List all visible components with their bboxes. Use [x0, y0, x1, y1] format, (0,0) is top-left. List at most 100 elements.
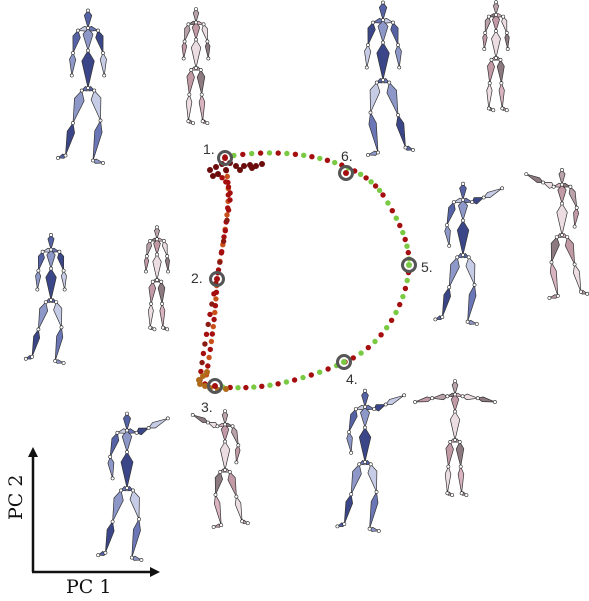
trajectory-dot: [213, 296, 219, 302]
bone: [558, 169, 566, 186]
trajectory-dot: [378, 332, 384, 338]
joint: [381, 18, 385, 22]
trajectory-dot: [227, 190, 233, 196]
bone: [369, 81, 381, 113]
joint: [342, 522, 347, 527]
bone: [147, 418, 169, 429]
joint: [396, 43, 400, 47]
joint: [445, 491, 450, 496]
trajectory-dot: [209, 331, 215, 337]
joint: [500, 186, 505, 191]
bone: [487, 59, 495, 84]
joint: [71, 121, 75, 125]
trajectory-dot: [197, 381, 203, 387]
trajectory-dot: [249, 150, 255, 157]
bone: [136, 427, 150, 436]
bone: [192, 414, 209, 423]
joint: [383, 402, 388, 407]
joint: [223, 422, 227, 427]
joint: [560, 167, 564, 172]
joint: [205, 121, 210, 126]
joint: [357, 462, 362, 467]
joint: [451, 200, 456, 205]
bone: [451, 380, 459, 396]
bone: [491, 30, 501, 59]
pose-figure-pink-1: [181, 7, 211, 126]
bone: [390, 21, 399, 46]
bone: [90, 89, 102, 121]
joint: [155, 237, 159, 242]
joint: [433, 317, 438, 322]
joint: [504, 30, 509, 35]
trajectory-dot: [208, 338, 215, 345]
bone: [221, 410, 229, 426]
keyframe-marker-center-4: [341, 359, 347, 365]
trajectory-dot: [350, 355, 356, 361]
bone: [564, 236, 575, 265]
bone: [83, 9, 93, 30]
joint: [464, 493, 469, 498]
bone: [146, 240, 153, 257]
joint: [110, 476, 115, 481]
keyframe-label-1: 1.: [203, 141, 215, 157]
joint: [465, 319, 470, 324]
bone: [53, 301, 63, 328]
joint: [76, 28, 80, 33]
joint: [450, 493, 455, 498]
trajectory-dot: [368, 179, 374, 185]
joint: [165, 254, 170, 259]
joint: [487, 81, 492, 86]
joint: [541, 180, 546, 185]
trajectory-dot: [292, 151, 299, 157]
joint: [187, 92, 192, 97]
trajectory-dot: [200, 350, 207, 357]
trajectory-dot: [241, 163, 247, 169]
bone: [348, 408, 358, 433]
bone: [441, 286, 451, 318]
joint: [579, 289, 583, 294]
trajectory-dot: [358, 350, 364, 356]
joint: [447, 243, 452, 248]
joint: [349, 492, 354, 497]
joint: [492, 400, 497, 404]
bone: [430, 393, 449, 401]
joint: [459, 491, 464, 496]
joint: [560, 233, 564, 237]
bone: [37, 251, 45, 271]
joint: [402, 393, 407, 398]
keyframe-marker-4: [336, 354, 352, 370]
bone: [477, 396, 496, 403]
joint: [363, 388, 367, 393]
joint: [466, 255, 471, 260]
pose-figure-pink-4: [413, 379, 497, 498]
joint: [49, 232, 53, 237]
bone: [184, 23, 191, 42]
bone: [213, 493, 222, 526]
joint: [448, 439, 453, 444]
bone: [198, 93, 206, 122]
bone: [54, 326, 64, 362]
bone: [504, 32, 510, 50]
joint: [381, 78, 385, 82]
joint: [35, 287, 40, 292]
joint: [461, 218, 465, 223]
trajectory-dot: [363, 175, 369, 181]
joint: [335, 524, 340, 529]
pose-figure-blue-2: [23, 232, 67, 365]
trajectory-dot: [249, 165, 255, 171]
joint: [475, 396, 480, 401]
joint: [447, 285, 452, 290]
bone: [123, 413, 131, 432]
bone: [346, 431, 353, 453]
bone: [31, 328, 41, 357]
trajectory-dot: [332, 159, 338, 166]
bone: [556, 202, 568, 236]
bone: [471, 197, 485, 205]
trajectory-dot: [309, 154, 315, 160]
joint: [213, 492, 218, 497]
keyframe-marker-1: [217, 150, 233, 166]
bone: [95, 29, 104, 54]
joint: [374, 80, 379, 85]
bone: [185, 93, 193, 122]
pose-figures: [23, 0, 589, 562]
